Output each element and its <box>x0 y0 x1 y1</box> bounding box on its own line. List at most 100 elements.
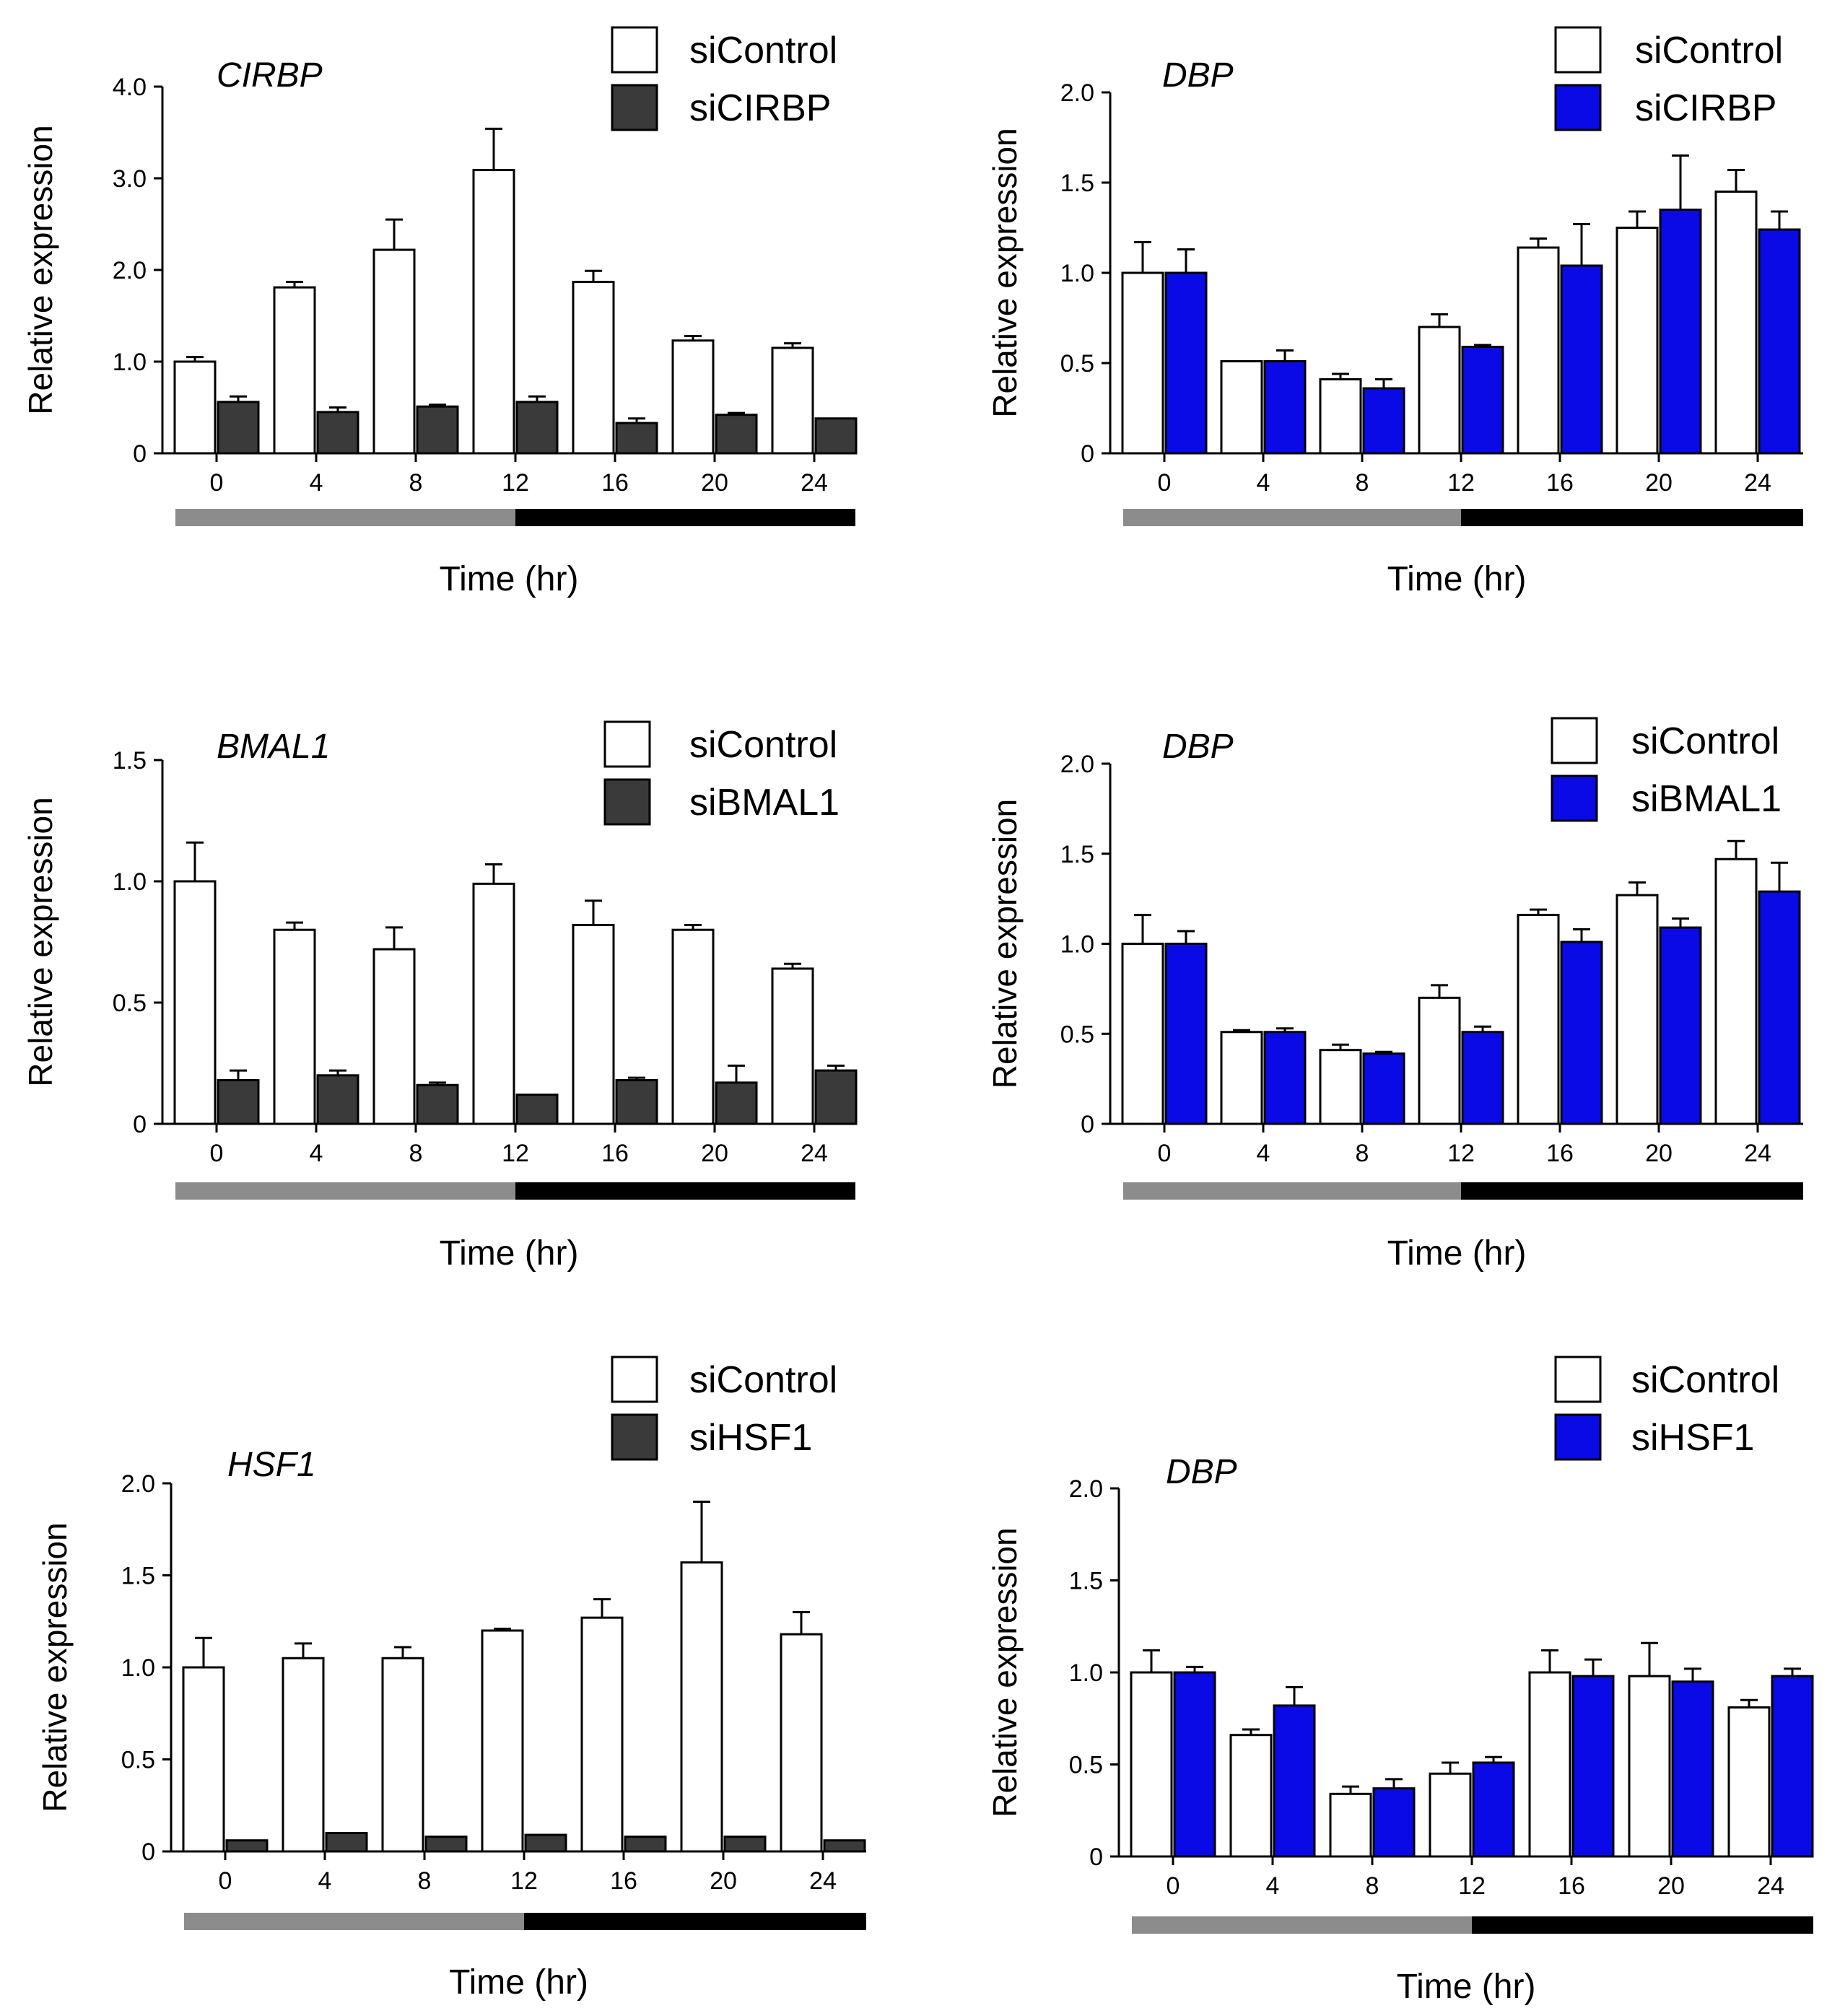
bar-sicontrol-8 <box>1319 378 1362 455</box>
legend-swatch-sihsf1 <box>1554 1413 1602 1461</box>
x-tick-label: 4 <box>1266 1872 1280 1900</box>
legend-swatch-sicontrol <box>611 1356 658 1403</box>
light-phase-bar <box>1123 1182 1461 1200</box>
bar-sicirbp-12 <box>515 401 559 455</box>
bar-sicontrol-8 <box>372 948 416 1125</box>
bar-sihsf1-16 <box>1571 1675 1615 1858</box>
bar-sihsf1-12 <box>524 1833 567 1853</box>
x-tick-label: 4 <box>310 1140 323 1167</box>
bar-sicirbp-4 <box>1263 360 1307 455</box>
bar-sicontrol-12 <box>1418 326 1461 455</box>
chart-panel-5: 0 0.5 1.0 1.5 2.0 0 4 8 12 16 20 24 Time (hr) Relativ… <box>36 1356 866 2002</box>
x-tick-label: 4 <box>1257 469 1270 497</box>
bar-sicontrol-12 <box>1429 1772 1472 1858</box>
bar-sicontrol-16 <box>1517 914 1560 1125</box>
bar-sicontrol-20 <box>671 928 715 1125</box>
light-phase-bar <box>175 509 515 526</box>
bar-sicontrol-0 <box>182 1666 225 1853</box>
y-tick-label: 0 <box>133 440 147 468</box>
bar-sihsf1-8 <box>1372 1787 1416 1858</box>
y-tick-label: 2.0 <box>121 1470 155 1498</box>
bar-sicirbp-16 <box>1560 264 1603 455</box>
bar-sibmal1-8 <box>1362 1052 1405 1125</box>
x-tick-label: 0 <box>210 1140 224 1167</box>
x-tick-label: 8 <box>409 469 423 497</box>
x-tick-label: 0 <box>1158 469 1172 497</box>
x-tick-label: 24 <box>1744 469 1771 497</box>
y-tick-label: 1.5 <box>121 1563 155 1590</box>
bar-sicontrol-20 <box>1615 227 1659 455</box>
bar-sicontrol-16 <box>572 281 615 455</box>
bar-sicontrol-24 <box>771 346 814 455</box>
bar-sicontrol-16 <box>572 923 615 1125</box>
legend-swatch-sicontrol <box>611 26 658 74</box>
y-tick-label: 1.0 <box>1069 1659 1103 1687</box>
bar-sicontrol-8 <box>1329 1792 1372 1858</box>
bar-sicirbp-0 <box>217 401 260 455</box>
x-tick-label: 8 <box>1356 469 1369 497</box>
x-tick-label: 12 <box>1447 469 1475 497</box>
bar-sihsf1-0 <box>1173 1671 1216 1858</box>
x-tick-label: 8 <box>1356 1140 1369 1167</box>
x-tick-label: 0 <box>1167 1872 1180 1900</box>
x-tick-label: 12 <box>510 1867 538 1895</box>
y-tick-label: 0.5 <box>1069 1752 1103 1779</box>
light-phase-bar <box>175 1182 515 1200</box>
y-tick-label: 0 <box>1081 440 1094 468</box>
bar-sicontrol-12 <box>472 882 515 1125</box>
y-tick-label: 1.0 <box>113 349 147 376</box>
chart-title: DBP <box>1162 56 1234 95</box>
y-tick-label: 0.5 <box>1060 350 1094 378</box>
x-axis-label: Time (hr) <box>449 1963 588 2002</box>
y-axis-label: Relative expression <box>986 128 1024 417</box>
dark-phase-bar <box>515 509 855 526</box>
chart-panel-3: 0 0.5 1.0 1.5 0 4 8 12 16 20 24 Time (hr) Relative e… <box>22 720 858 1273</box>
legend-swatch-sicirbp <box>1554 84 1602 131</box>
bar-sicontrol-24 <box>771 967 814 1125</box>
legend-swatch-sicontrol <box>1551 717 1598 764</box>
bar-sicontrol-24 <box>1727 1706 1771 1858</box>
bar-sihsf1-24 <box>1771 1675 1814 1858</box>
x-tick-label: 8 <box>409 1140 423 1167</box>
bar-sicontrol-16 <box>1517 246 1560 455</box>
bar-sicontrol-12 <box>1418 996 1461 1125</box>
y-tick-label: 3.0 <box>113 165 147 193</box>
x-tick-label: 24 <box>1757 1872 1784 1900</box>
x-tick-label: 20 <box>1657 1872 1685 1900</box>
y-tick-label: 1.0 <box>121 1654 155 1682</box>
x-tick-label: 12 <box>1447 1140 1475 1167</box>
bar-sibmal1-12 <box>1461 1031 1504 1125</box>
bar-sicontrol-16 <box>1528 1671 1571 1858</box>
x-tick-label: 20 <box>1645 469 1673 497</box>
bar-sibmal1-16 <box>615 1079 658 1125</box>
legend-label-sicontrol: siControl <box>1635 30 1783 71</box>
bar-sibmal1-12 <box>515 1094 559 1125</box>
legend-label-sicirbp: siCIRBP <box>1635 87 1776 129</box>
x-tick-label: 8 <box>1366 1872 1379 1900</box>
legend-label-sicontrol: siControl <box>689 30 837 71</box>
bar-sicontrol-0 <box>1121 271 1164 455</box>
bar-sicirbp-20 <box>715 414 758 455</box>
bar-sibmal1-24 <box>1758 890 1801 1125</box>
x-axis-label: Time (hr) <box>440 1234 579 1273</box>
bar-sicontrol-20 <box>680 1561 723 1853</box>
bar-sihsf1-4 <box>1273 1704 1316 1858</box>
y-tick-label: 2.0 <box>1060 751 1094 778</box>
chart-title: CIRBP <box>217 56 323 95</box>
chart-panel-6: 0 0.5 1.0 1.5 2.0 0 4 8 12 16 20 24 Time (hr) Relativ… <box>986 1356 1814 2006</box>
x-tick-label: 24 <box>801 469 828 497</box>
bar-sibmal1-8 <box>416 1083 459 1125</box>
x-tick-label: 4 <box>310 469 323 497</box>
bar-sicirbp-24 <box>814 417 858 455</box>
bar-sihsf1-8 <box>424 1836 468 1853</box>
bar-sicontrol-12 <box>481 1629 524 1853</box>
chart-title: DBP <box>1162 728 1234 766</box>
bar-sicontrol-4 <box>1220 360 1263 455</box>
bar-sicontrol-24 <box>1714 191 1758 455</box>
bar-sibmal1-0 <box>217 1079 260 1125</box>
bar-sibmal1-20 <box>1659 926 1702 1125</box>
dark-phase-bar <box>1472 1916 1813 1934</box>
dark-phase-bar <box>1461 509 1803 526</box>
